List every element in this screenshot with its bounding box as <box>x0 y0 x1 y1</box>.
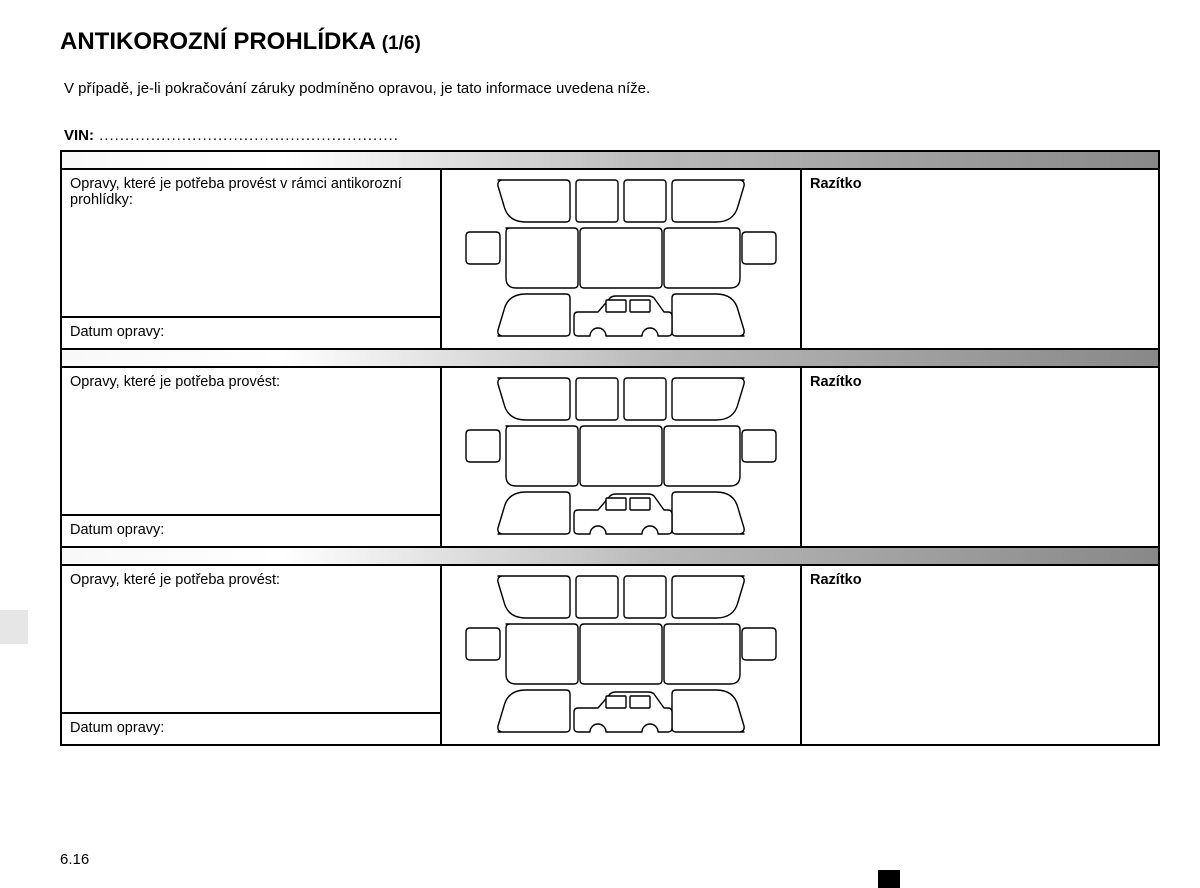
crop-mark <box>878 870 900 888</box>
stamp-cell: Razítko <box>802 368 1158 546</box>
vin-dots: ........................................… <box>94 127 399 144</box>
stamp-cell: Razítko <box>802 566 1158 744</box>
separator-bar <box>62 548 1158 566</box>
vin-label: VIN: <box>64 127 94 144</box>
vin-line: VIN: ...................................… <box>64 127 1160 144</box>
date-cell: Datum opravy: <box>62 516 440 546</box>
separator-bar <box>62 350 1158 368</box>
car-body-diagram-icon <box>456 174 786 344</box>
page-number: 6.16 <box>60 851 89 868</box>
side-tab <box>0 610 28 644</box>
car-body-diagram-icon <box>456 570 786 740</box>
stamp-cell: Razítko <box>802 170 1158 348</box>
diagram-cell <box>442 566 802 744</box>
entry-row: Opravy, které je potřeba provést: Datum … <box>62 368 1158 548</box>
left-column: Opravy, které je potřeba provést: Datum … <box>62 566 442 744</box>
repairs-cell: Opravy, které je potřeba provést: <box>62 566 440 714</box>
separator-bar <box>62 152 1158 170</box>
repairs-cell: Opravy, které je potřeba provést v rámci… <box>62 170 440 318</box>
inspection-form: Opravy, které je potřeba provést v rámci… <box>60 150 1160 746</box>
left-column: Opravy, které je potřeba provést v rámci… <box>62 170 442 348</box>
entry-row: Opravy, které je potřeba provést v rámci… <box>62 170 1158 350</box>
car-body-diagram-icon <box>456 372 786 542</box>
intro-text: V případě, je-li pokračování záruky podm… <box>64 80 1160 97</box>
diagram-cell <box>442 170 802 348</box>
repairs-cell: Opravy, které je potřeba provést: <box>62 368 440 516</box>
left-column: Opravy, které je potřeba provést: Datum … <box>62 368 442 546</box>
diagram-cell <box>442 368 802 546</box>
entry-row: Opravy, které je potřeba provést: Datum … <box>62 566 1158 744</box>
date-cell: Datum opravy: <box>62 318 440 348</box>
page-title: ANTIKOROZNÍ PROHLÍDKA (1/6) <box>60 28 1160 56</box>
date-cell: Datum opravy: <box>62 714 440 744</box>
title-main: ANTIKOROZNÍ PROHLÍDKA <box>60 28 375 55</box>
title-sub: (1/6) <box>382 33 421 54</box>
page: ANTIKOROZNÍ PROHLÍDKA (1/6) V případě, j… <box>0 0 1200 746</box>
